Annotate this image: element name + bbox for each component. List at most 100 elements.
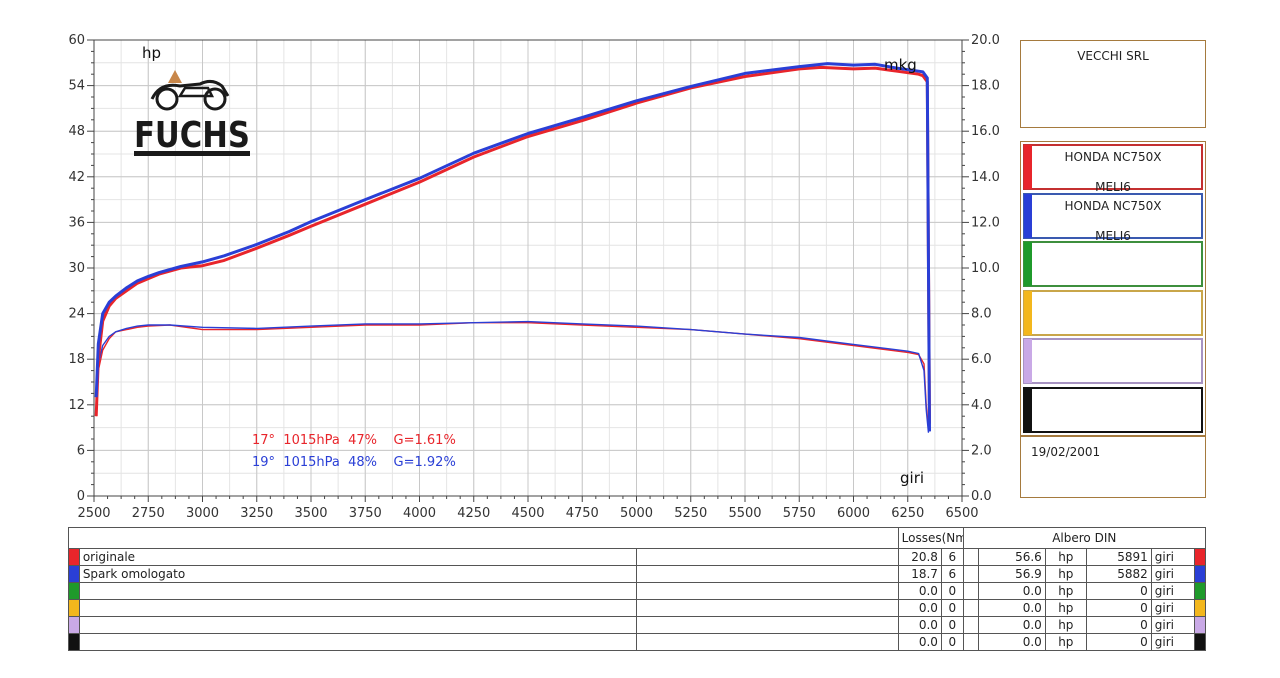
row-losses-count: 0: [940, 633, 964, 651]
row-losses-count: 0: [940, 582, 964, 600]
y-left-tick-label: 48: [68, 124, 85, 139]
row-color-swatch: [68, 633, 80, 651]
x-tick-label: 5250: [674, 506, 707, 521]
row-power-unit: hp: [1044, 548, 1087, 566]
y-right-axis-ticks: 0.0 2.0 4.0 6.0 8.0 10.0 12.0 14.0 16.0 18.0 20.0: [971, 33, 1000, 504]
row-color-swatch-right: [1194, 616, 1206, 634]
row-max-rpm: 0: [1085, 633, 1152, 651]
results-row: 0.0 0 0.0 hp 0 giri: [68, 582, 1206, 600]
row-rpm-unit: giri: [1150, 616, 1196, 634]
x-tick-label: 3250: [240, 506, 273, 521]
y-right-tick-label: 8.0: [971, 307, 992, 322]
row-color-swatch: [68, 582, 80, 600]
x-tick-label: 3500: [294, 506, 327, 521]
row-rpm-unit: giri: [1150, 548, 1196, 566]
y-right-tick-label: 18.0: [971, 79, 1000, 94]
test-date: 19/02/2001: [1031, 445, 1101, 459]
dyno-chart: 2500 2750 3000 3250 3500 3750 4000 4250 4500 4750…: [68, 33, 1000, 521]
row-color-swatch-right: [1194, 548, 1206, 566]
row-power-unit: hp: [1044, 599, 1087, 617]
y-right-tick-label: 20.0: [971, 33, 1000, 48]
row-name: [78, 633, 637, 651]
legend-item: HONDA NC750X MELI6: [1023, 144, 1203, 194]
legend-swatch: [1024, 290, 1032, 335]
y-right-tick-label: 0.0: [971, 489, 992, 504]
y-left-tick-label: 0: [77, 489, 85, 504]
x-tick-label: 4250: [457, 506, 490, 521]
row-notes: [635, 599, 899, 617]
legend-swatch: [1024, 145, 1032, 189]
y-left-tick-label: 42: [68, 170, 85, 185]
y-right-tick-label: 10.0: [971, 261, 1000, 276]
losses-header: Losses(Nm): [897, 527, 964, 549]
row-color-swatch-right: [1194, 633, 1206, 651]
row-rpm-unit: giri: [1150, 599, 1196, 617]
results-row: originale 20.8 6 56.6 hp 5891 giri: [68, 548, 1206, 566]
x-tick-label: 3000: [186, 506, 219, 521]
row-max-power: 0.0: [977, 599, 1046, 617]
test-conditions-red: 17° 1015hPa 47% G=1.61%: [252, 433, 456, 448]
row-notes: [635, 548, 899, 566]
row-losses: 18.7: [897, 565, 942, 583]
x-tick-label: 6250: [891, 506, 924, 521]
y-left-tick-label: 18: [68, 352, 85, 367]
row-losses: 20.8: [897, 548, 942, 566]
legend-swatch: [1024, 339, 1032, 383]
results-row: 0.0 0 0.0 hp 0 giri: [68, 616, 1206, 634]
y-left-tick-label: 36: [68, 215, 85, 230]
y-right-axis-label: mkg: [884, 56, 917, 74]
results-row: 0.0 0 0.0 hp 0 giri: [68, 599, 1206, 617]
row-losses: 0.0: [897, 616, 942, 634]
row-notes: [635, 582, 899, 600]
chart-grid: [87, 39, 969, 502]
din-header: Albero DIN: [962, 527, 1207, 549]
row-color-swatch: [68, 616, 80, 634]
legend-swatch: [1024, 242, 1032, 286]
row-name: Spark omologato: [78, 565, 637, 583]
results-row: 0.0 0 0.0 hp 0 giri: [68, 633, 1206, 651]
torque-curve-2: [95, 320, 931, 433]
results-table: Losses(Nm) Albero DIN originale 20.86 56.6…: [68, 527, 1207, 651]
y-right-tick-label: 16.0: [971, 124, 1000, 139]
fuchs-logo: FUCHS: [134, 70, 250, 156]
row-losses-count: 6: [940, 565, 964, 583]
row-max-rpm: 5882: [1085, 565, 1152, 583]
date-box: 19/02/2001: [1020, 436, 1206, 498]
x-axis-ticks: 2500 2750 3000 3250 3500 3750 4000 4250 4500 4750…: [77, 506, 978, 521]
legend-vehicle: HONDA NC750X: [1064, 198, 1162, 213]
row-losses-count: 6: [940, 548, 964, 566]
row-notes: [635, 616, 899, 634]
company-box: VECCHI SRL: [1020, 40, 1206, 128]
x-tick-label: 5500: [728, 506, 761, 521]
legend-item: [1023, 338, 1203, 384]
row-color-swatch: [68, 565, 80, 583]
row-notes: [635, 633, 899, 651]
row-spacer: [962, 599, 979, 617]
x-tick-label: 5750: [783, 506, 816, 521]
row-spacer: [962, 633, 979, 651]
results-row: Spark omologato 18.7 6 56.9 hp 5882 giri: [68, 565, 1206, 583]
legend-swatch: [1024, 387, 1032, 432]
row-losses-count: 0: [940, 599, 964, 617]
y-right-tick-label: 14.0: [971, 170, 1000, 185]
row-losses: 0.0: [897, 633, 942, 651]
row-rpm-unit: giri: [1150, 565, 1196, 583]
y-left-tick-label: 24: [68, 307, 85, 322]
row-max-power: 0.0: [977, 616, 1046, 634]
legend-swatch: [1024, 193, 1032, 238]
results-header-row: Losses(Nm) Albero DIN: [68, 527, 1207, 549]
row-max-power: 56.9: [977, 565, 1046, 583]
chart-curves: [94, 62, 931, 433]
row-spacer: [962, 565, 979, 583]
row-losses: 0.0: [897, 599, 942, 617]
row-max-power: 0.0: [977, 633, 1046, 651]
x-tick-label: 6000: [837, 506, 870, 521]
power-curve-2: [94, 62, 931, 432]
row-name: [78, 582, 637, 600]
x-tick-label: 2750: [132, 506, 165, 521]
x-tick-label: 5000: [620, 506, 653, 521]
row-spacer: [962, 616, 979, 634]
legend-vehicle: HONDA NC750X: [1064, 150, 1162, 164]
row-name: originale: [78, 548, 637, 566]
y-right-tick-label: 6.0: [971, 352, 992, 367]
